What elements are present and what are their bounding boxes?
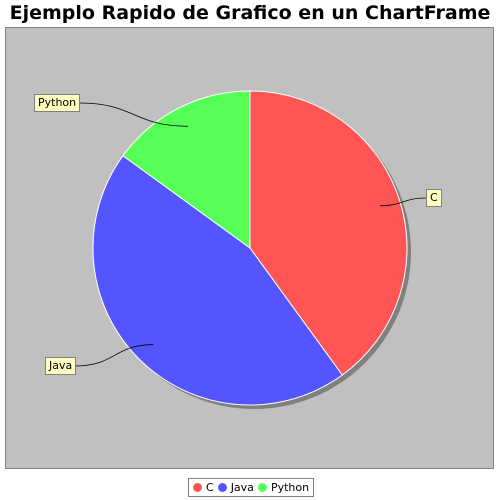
legend-item-python: Python	[257, 481, 310, 494]
pie-leader-java	[75, 344, 154, 367]
pie-slice-python	[122, 90, 251, 249]
pie-leader-python	[79, 102, 188, 127]
pie-label-java: Java	[45, 357, 77, 375]
pie-label-python: Python	[34, 94, 81, 112]
legend-swatch-java	[217, 483, 227, 492]
pie-label-c: C	[426, 189, 442, 207]
legend-item-c: C	[193, 481, 214, 494]
legend-label-c: C	[206, 481, 214, 494]
legend-label-java: Java	[230, 481, 254, 494]
legend-swatch-python	[257, 483, 267, 492]
pie-leader-lines	[75, 102, 427, 367]
chart-legend: C Java Python	[188, 478, 315, 497]
chart-title: Ejemplo Rapido de Grafico en un ChartFra…	[9, 2, 491, 24]
legend-item-java: Java	[217, 481, 254, 494]
legend-label-python: Python	[270, 481, 310, 494]
legend-swatch-c	[193, 483, 202, 492]
pie-slice-java	[92, 155, 343, 406]
pie-leader-c	[379, 197, 427, 207]
pie-slice-c	[249, 90, 408, 376]
pie-slices	[92, 90, 408, 406]
